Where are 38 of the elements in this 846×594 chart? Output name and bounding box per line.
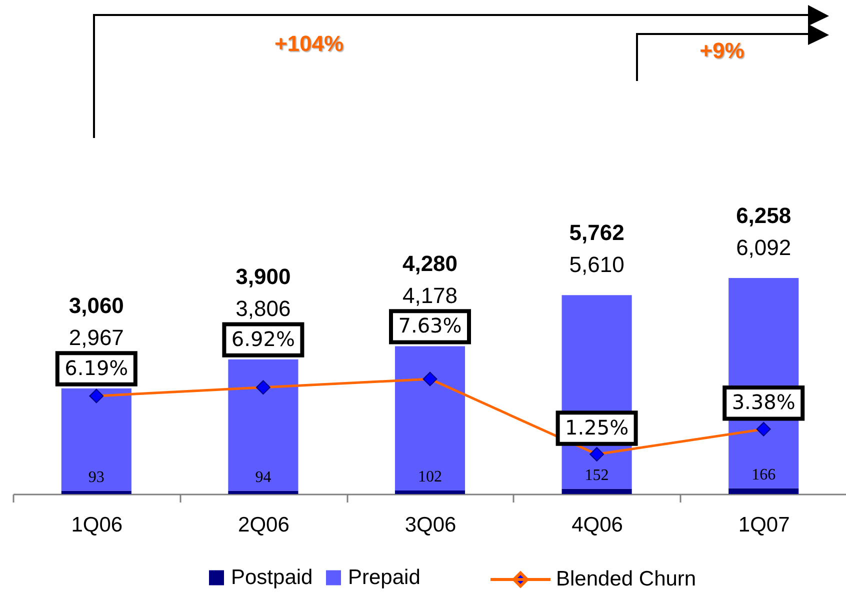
data-label: 5,610 — [569, 252, 624, 278]
bar — [562, 488, 632, 494]
total-label: 5,762 — [569, 220, 624, 246]
legend-label: Blended Churn — [556, 568, 696, 590]
data-label: 102 — [418, 468, 442, 486]
data-label: 94 — [255, 468, 272, 486]
data-label: 1.25% — [565, 415, 629, 440]
x-tick-label: 2Q06 — [238, 514, 290, 536]
bar — [61, 490, 132, 494]
data-label: 93 — [88, 468, 104, 486]
data-label: 2,967 — [68, 325, 124, 350]
data-label: 152 — [584, 466, 609, 484]
x-tick-label: 4Q06 — [572, 514, 623, 536]
bar — [394, 346, 466, 490]
bar — [228, 359, 298, 491]
bar — [228, 490, 298, 494]
data-label: 166 — [752, 466, 776, 484]
data-label: 3,806 — [236, 296, 291, 322]
x-tick-label: 1Q07 — [738, 514, 790, 536]
bar — [61, 388, 132, 491]
data-label: 6.19% — [64, 356, 128, 380]
data-label: 7.63% — [398, 314, 462, 338]
text: +104% — [274, 31, 344, 57]
data-label: 6.92% — [231, 326, 295, 351]
total-label: 6,258 — [736, 203, 792, 228]
data-label: 6,092 — [736, 235, 792, 260]
data-label: 4,178 — [402, 283, 458, 308]
text: +9% — [700, 38, 744, 64]
total-label: 3,060 — [68, 293, 124, 318]
bar — [394, 490, 466, 494]
total-label: 3,900 — [236, 264, 291, 290]
total-label: 4,280 — [402, 251, 458, 276]
x-tick-label: 1Q06 — [71, 514, 123, 536]
x-tick-label: 3Q06 — [404, 514, 456, 536]
bar — [728, 488, 799, 494]
legend-label: Prepaid — [348, 566, 420, 589]
data-label: 3.38% — [732, 390, 796, 414]
legend-label: Postpaid — [231, 566, 313, 589]
